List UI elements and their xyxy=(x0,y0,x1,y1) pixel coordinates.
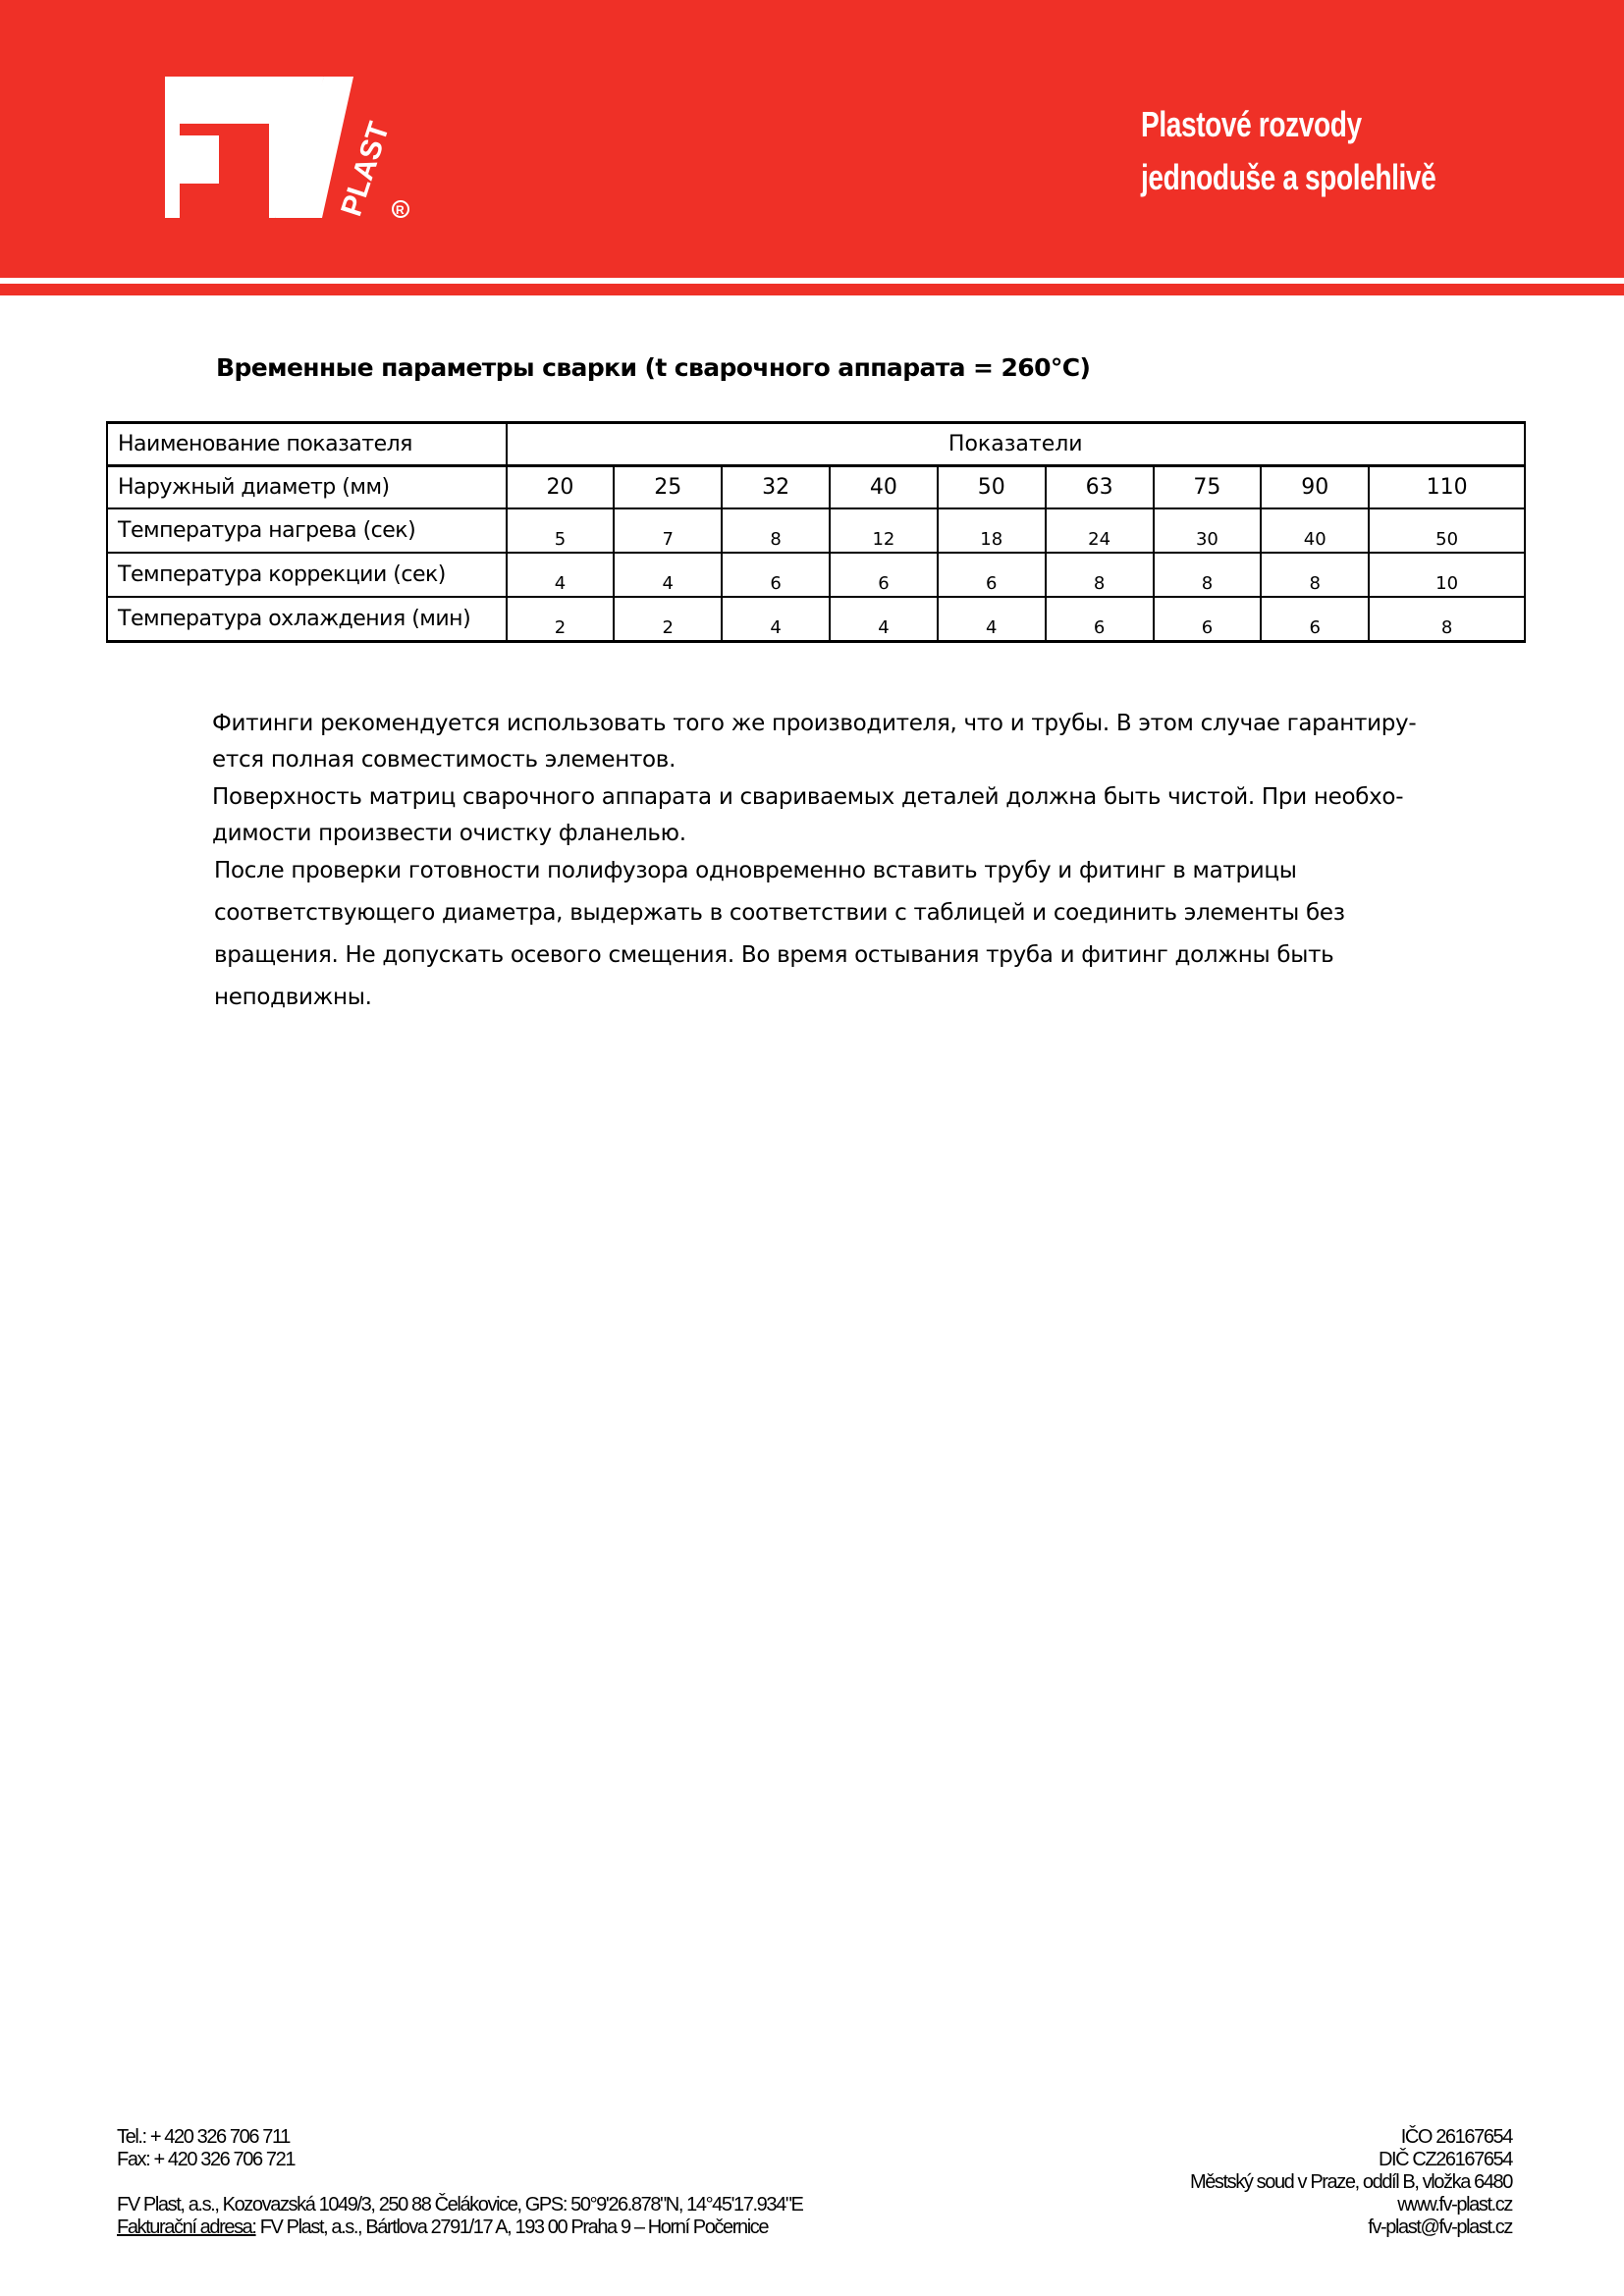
body-line: вращения. Не допускать осевого смещения.… xyxy=(214,942,1334,968)
body-line: неподвижны. xyxy=(214,985,372,1010)
table-cell: 40 xyxy=(1260,507,1371,554)
table-cell: 30 xyxy=(1152,507,1263,554)
tagline: Plastové rozvody jednoduše a spolehlivě xyxy=(1141,98,1436,204)
fv-plast-logo: PLAST R xyxy=(165,77,409,220)
table-cell: 4 xyxy=(721,596,832,643)
table-cell: 4 xyxy=(829,596,939,643)
footer-email-link[interactable]: fv-plast@fv-plast.cz xyxy=(1368,2216,1513,2238)
table-cell: 25 xyxy=(613,464,724,509)
table-cell: 6 xyxy=(1152,596,1263,643)
row-label: Температура охлаждения (мин) xyxy=(106,596,508,643)
table-cell: 6 xyxy=(1260,596,1371,643)
table-cell: 8 xyxy=(1152,552,1263,598)
svg-text:PLAST: PLAST xyxy=(335,118,396,220)
table-cell: 8 xyxy=(1260,552,1371,598)
table-cell: 4 xyxy=(505,552,616,598)
billing-address: FV Plast, a.s., Bártlova 2791/17 A, 193 … xyxy=(255,2216,770,2238)
row-label: Температура коррекции (сек) xyxy=(106,552,508,598)
table-row: Температура нагрева (сек) 5 7 8 12 18 24 30 40 50 xyxy=(106,507,1526,554)
svg-text:R: R xyxy=(396,203,405,217)
table-row: Температура коррекции (сек) 4 4 6 6 6 8 8 8 10 xyxy=(106,552,1526,598)
table-cell: 75 xyxy=(1152,464,1263,509)
table-cell: 6 xyxy=(936,552,1047,598)
table-cell: 50 xyxy=(936,464,1047,509)
body-line: Фитинги рекомендуется использовать того … xyxy=(212,711,1417,736)
table-cell: 6 xyxy=(1044,596,1155,643)
table-row: Наружный диаметр (мм) 20 25 32 40 50 63 75 90 110 xyxy=(106,464,1526,509)
footer-left: Tel.: + 420 326 706 711 Fax: + 420 326 7… xyxy=(117,2126,804,2239)
footer-ico: IČO 26167654 xyxy=(1400,2126,1514,2148)
body-line: ется полная совместимость элементов. xyxy=(212,747,677,773)
table-cell: 24 xyxy=(1044,507,1155,554)
table-cell: 5 xyxy=(505,507,616,554)
footer-right: IČO 26167654 DIČ CZ26167654 Městský soud… xyxy=(1189,2126,1514,2239)
table-cell: 7 xyxy=(613,507,724,554)
table-cell: 110 xyxy=(1368,464,1526,509)
table-cell: 6 xyxy=(721,552,832,598)
header-cell-label: Наименование показателя xyxy=(106,421,508,467)
table-cell: 20 xyxy=(505,464,616,509)
tagline-line-1: Plastové rozvody xyxy=(1141,104,1362,144)
table-cell: 40 xyxy=(829,464,939,509)
welding-parameters-table: Наименование показателя Показатели Наруж… xyxy=(106,421,1527,643)
table-cell: 12 xyxy=(829,507,939,554)
table-cell: 18 xyxy=(936,507,1047,554)
table-cell: 63 xyxy=(1044,464,1155,509)
footer-web-link[interactable]: www.fv-plast.cz xyxy=(1397,2194,1513,2216)
table-cell: 8 xyxy=(1368,596,1526,643)
footer-dic: DIČ CZ26167654 xyxy=(1378,2149,1513,2170)
footer-tel: Tel.: + 420 326 706 711 xyxy=(117,2126,291,2148)
table-cell: 90 xyxy=(1260,464,1371,509)
table-cell: 2 xyxy=(505,596,616,643)
table-cell: 32 xyxy=(721,464,832,509)
table-cell: 6 xyxy=(829,552,939,598)
header-stripe xyxy=(0,284,1624,295)
tagline-line-2: jednoduše a spolehlivě xyxy=(1141,157,1436,197)
table-cell: 2 xyxy=(613,596,724,643)
table-cell: 50 xyxy=(1368,507,1526,554)
footer-court: Městský soud v Praze, oddíl B, vložka 64… xyxy=(1189,2171,1513,2193)
table-cell: 4 xyxy=(936,596,1047,643)
footer-address: FV Plast, a.s., Kozovazská 1049/3, 250 8… xyxy=(117,2194,804,2216)
body-line: Поверхность матриц сварочного аппарата и… xyxy=(212,784,1404,810)
table-row: Температура охлаждения (мин) 2 2 4 4 4 6 6 6 8 xyxy=(106,596,1526,643)
body-line: соответствующего диаметра, выдержать в с… xyxy=(214,900,1345,926)
table-cell: 4 xyxy=(613,552,724,598)
table-header-row: Наименование показателя Показатели xyxy=(106,421,1527,467)
footer-billing: Fakturační adresa: FV Plast, a.s., Bártl… xyxy=(117,2216,802,2239)
footer-fax: Fax: + 420 326 706 721 xyxy=(117,2149,296,2170)
row-label: Наружный диаметр (мм) xyxy=(106,464,508,509)
section-title: Временные параметры сварки (t сварочного… xyxy=(216,353,1091,382)
table-cell: 8 xyxy=(721,507,832,554)
table-cell: 8 xyxy=(1044,552,1155,598)
row-label: Температура нагрева (сек) xyxy=(106,507,508,554)
body-line: После проверки готовности полифузора одн… xyxy=(214,858,1297,883)
billing-label: Fakturační adresa: xyxy=(117,2216,257,2238)
table-cell: 10 xyxy=(1368,552,1526,598)
header-cell-values: Показатели xyxy=(505,421,1527,467)
body-line: димости произвести очистку фланелью. xyxy=(212,821,686,846)
